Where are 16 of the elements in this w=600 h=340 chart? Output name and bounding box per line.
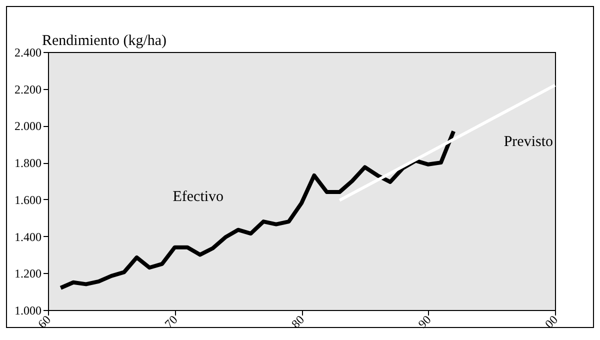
x-tick-label: 70 bbox=[162, 312, 180, 331]
y-tick-label: 2.000 bbox=[14, 119, 42, 134]
y-tick-label: 1.200 bbox=[14, 266, 42, 281]
y-tick-label: 2.200 bbox=[14, 82, 42, 96]
y-tick-label: 1.000 bbox=[14, 304, 42, 318]
series-label: Efectivo bbox=[172, 188, 224, 205]
y-tick-label: 1.600 bbox=[14, 192, 42, 207]
x-tick-label: 00 bbox=[542, 312, 560, 331]
series-label: Previsto bbox=[504, 134, 553, 150]
x-tick-label: 90 bbox=[415, 312, 434, 331]
line-series bbox=[58, 129, 456, 290]
y-tick-label: 2.400 bbox=[14, 46, 42, 60]
y-tick-label: 1.400 bbox=[14, 230, 42, 244]
y-tick-label: 1.800 bbox=[14, 156, 42, 170]
x-tick-label: 80 bbox=[288, 312, 307, 331]
y-axis-title: Rendimiento (kg/ha) bbox=[42, 33, 167, 49]
